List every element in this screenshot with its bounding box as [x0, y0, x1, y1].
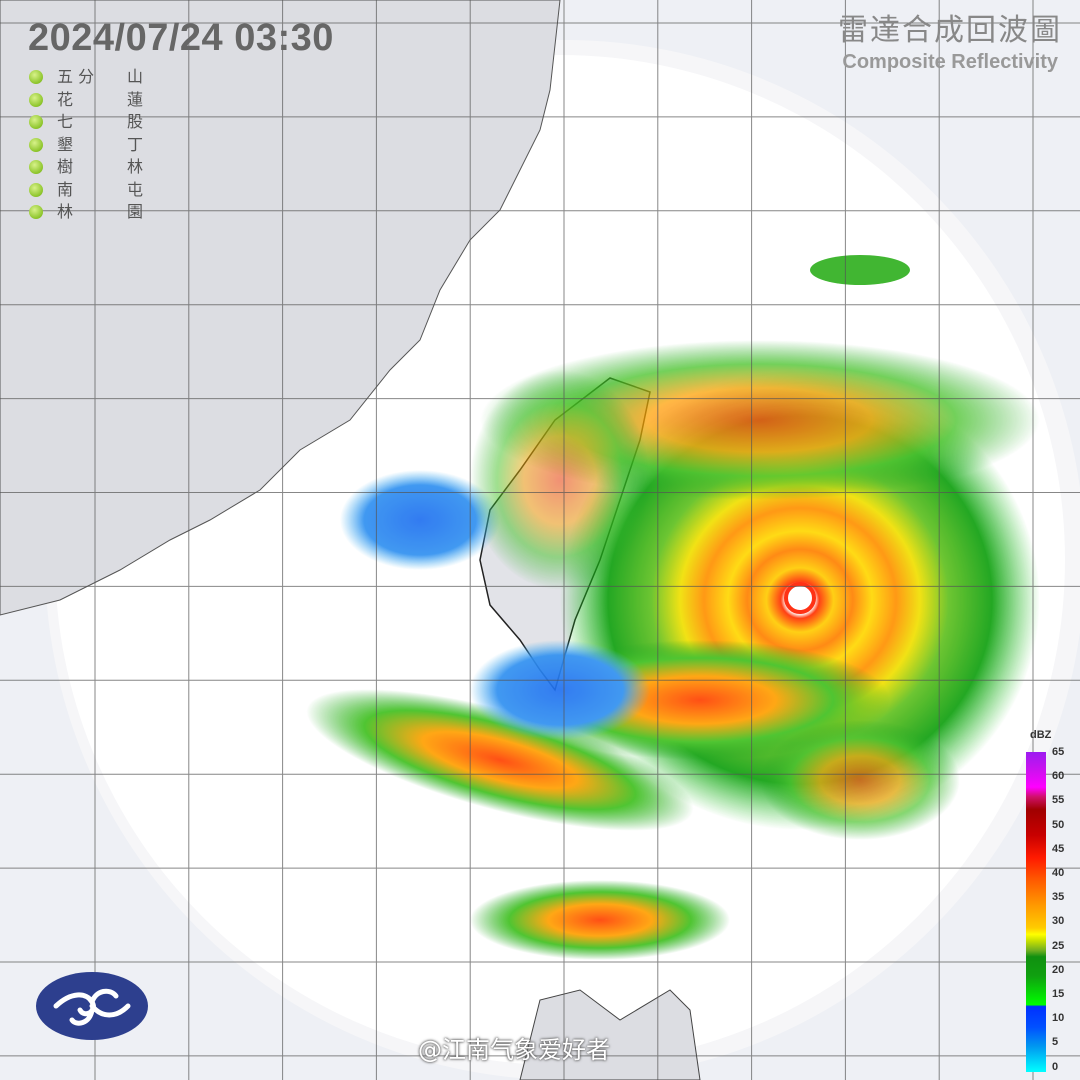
- station-name-first: 墾: [57, 134, 74, 154]
- station-name-last: 屯: [127, 179, 144, 199]
- land-luzon: [519, 989, 701, 1080]
- radar-station: 樹林: [29, 156, 143, 179]
- colorbar-label: 55: [1052, 794, 1065, 807]
- echo-north-cell: [810, 255, 910, 285]
- station-status-icon: [29, 137, 43, 152]
- colorbar-label: 30: [1052, 915, 1065, 928]
- colorbar-label: 50: [1052, 818, 1065, 831]
- station-name-last: 蓮: [127, 89, 144, 109]
- station-name-last: 林: [127, 157, 144, 177]
- typhoon-eyewall: [784, 582, 816, 614]
- station-status-icon: [29, 92, 43, 107]
- colorbar-label: 45: [1052, 842, 1065, 855]
- station-status-icon: [29, 70, 43, 85]
- colorbar-unit: dBZ: [1030, 729, 1052, 741]
- watermark: @江南气象爱好者: [418, 1036, 610, 1064]
- echo-rainband-west: [306, 689, 694, 831]
- colorbar-label: 0: [1052, 1060, 1059, 1073]
- station-name-first: 林: [57, 202, 74, 222]
- echo-taiwan: [470, 370, 650, 590]
- radar-station: 花蓮: [29, 89, 143, 112]
- swirl-icon: [53, 988, 131, 1026]
- radar-station-list: 五 分山花蓮七股墾丁樹林南屯林園: [29, 66, 143, 224]
- colorbar-label: 10: [1052, 1012, 1065, 1025]
- timestamp: 2024/07/24 03:30: [28, 17, 334, 59]
- radar-station: 五 分山: [29, 66, 143, 89]
- radar-station: 墾丁: [29, 134, 143, 157]
- echo-blue-west: [340, 470, 500, 570]
- colorbar: [1026, 752, 1046, 1072]
- colorbar-label: 5: [1052, 1036, 1059, 1049]
- title-chinese: 雷達合成回波圖: [838, 13, 1062, 48]
- colorbar-label: 65: [1052, 746, 1065, 758]
- station-name-last: 山: [127, 67, 144, 87]
- echo-luzon-strait: [470, 880, 730, 960]
- station-status-icon: [29, 182, 43, 197]
- radar-station: 南屯: [29, 179, 143, 202]
- station-name-first: 七: [57, 112, 74, 132]
- station-status-icon: [29, 115, 43, 130]
- colorbar-label: 25: [1052, 939, 1065, 952]
- station-name-last: 股: [127, 112, 144, 132]
- colorbar-label: 60: [1052, 770, 1065, 783]
- station-name-last: 園: [127, 202, 144, 222]
- station-name-first: 花: [57, 89, 74, 109]
- colorbar-label: 20: [1052, 963, 1065, 976]
- echo-spiral-east: [760, 720, 960, 840]
- station-name-first: 南: [57, 179, 74, 199]
- station-status-icon: [29, 205, 43, 220]
- colorbar-label: 35: [1052, 891, 1065, 904]
- station-name-first: 五 分: [57, 67, 95, 87]
- radar-echoes: [306, 255, 1040, 960]
- station-name-first: 樹: [57, 157, 74, 177]
- colorbar-label: 40: [1052, 867, 1065, 879]
- title-english: Composite Reflectivity: [842, 51, 1058, 73]
- cwa-logo: [36, 972, 148, 1040]
- radar-station: 七股: [29, 111, 143, 134]
- land-china: [0, 0, 561, 616]
- station-status-icon: [29, 160, 43, 175]
- echo-blue-south: [470, 640, 650, 740]
- typhoon-eye: [790, 588, 810, 608]
- station-name-last: 丁: [127, 134, 144, 154]
- radar-station: 林園: [29, 201, 143, 224]
- colorbar-label: 15: [1052, 988, 1065, 1000]
